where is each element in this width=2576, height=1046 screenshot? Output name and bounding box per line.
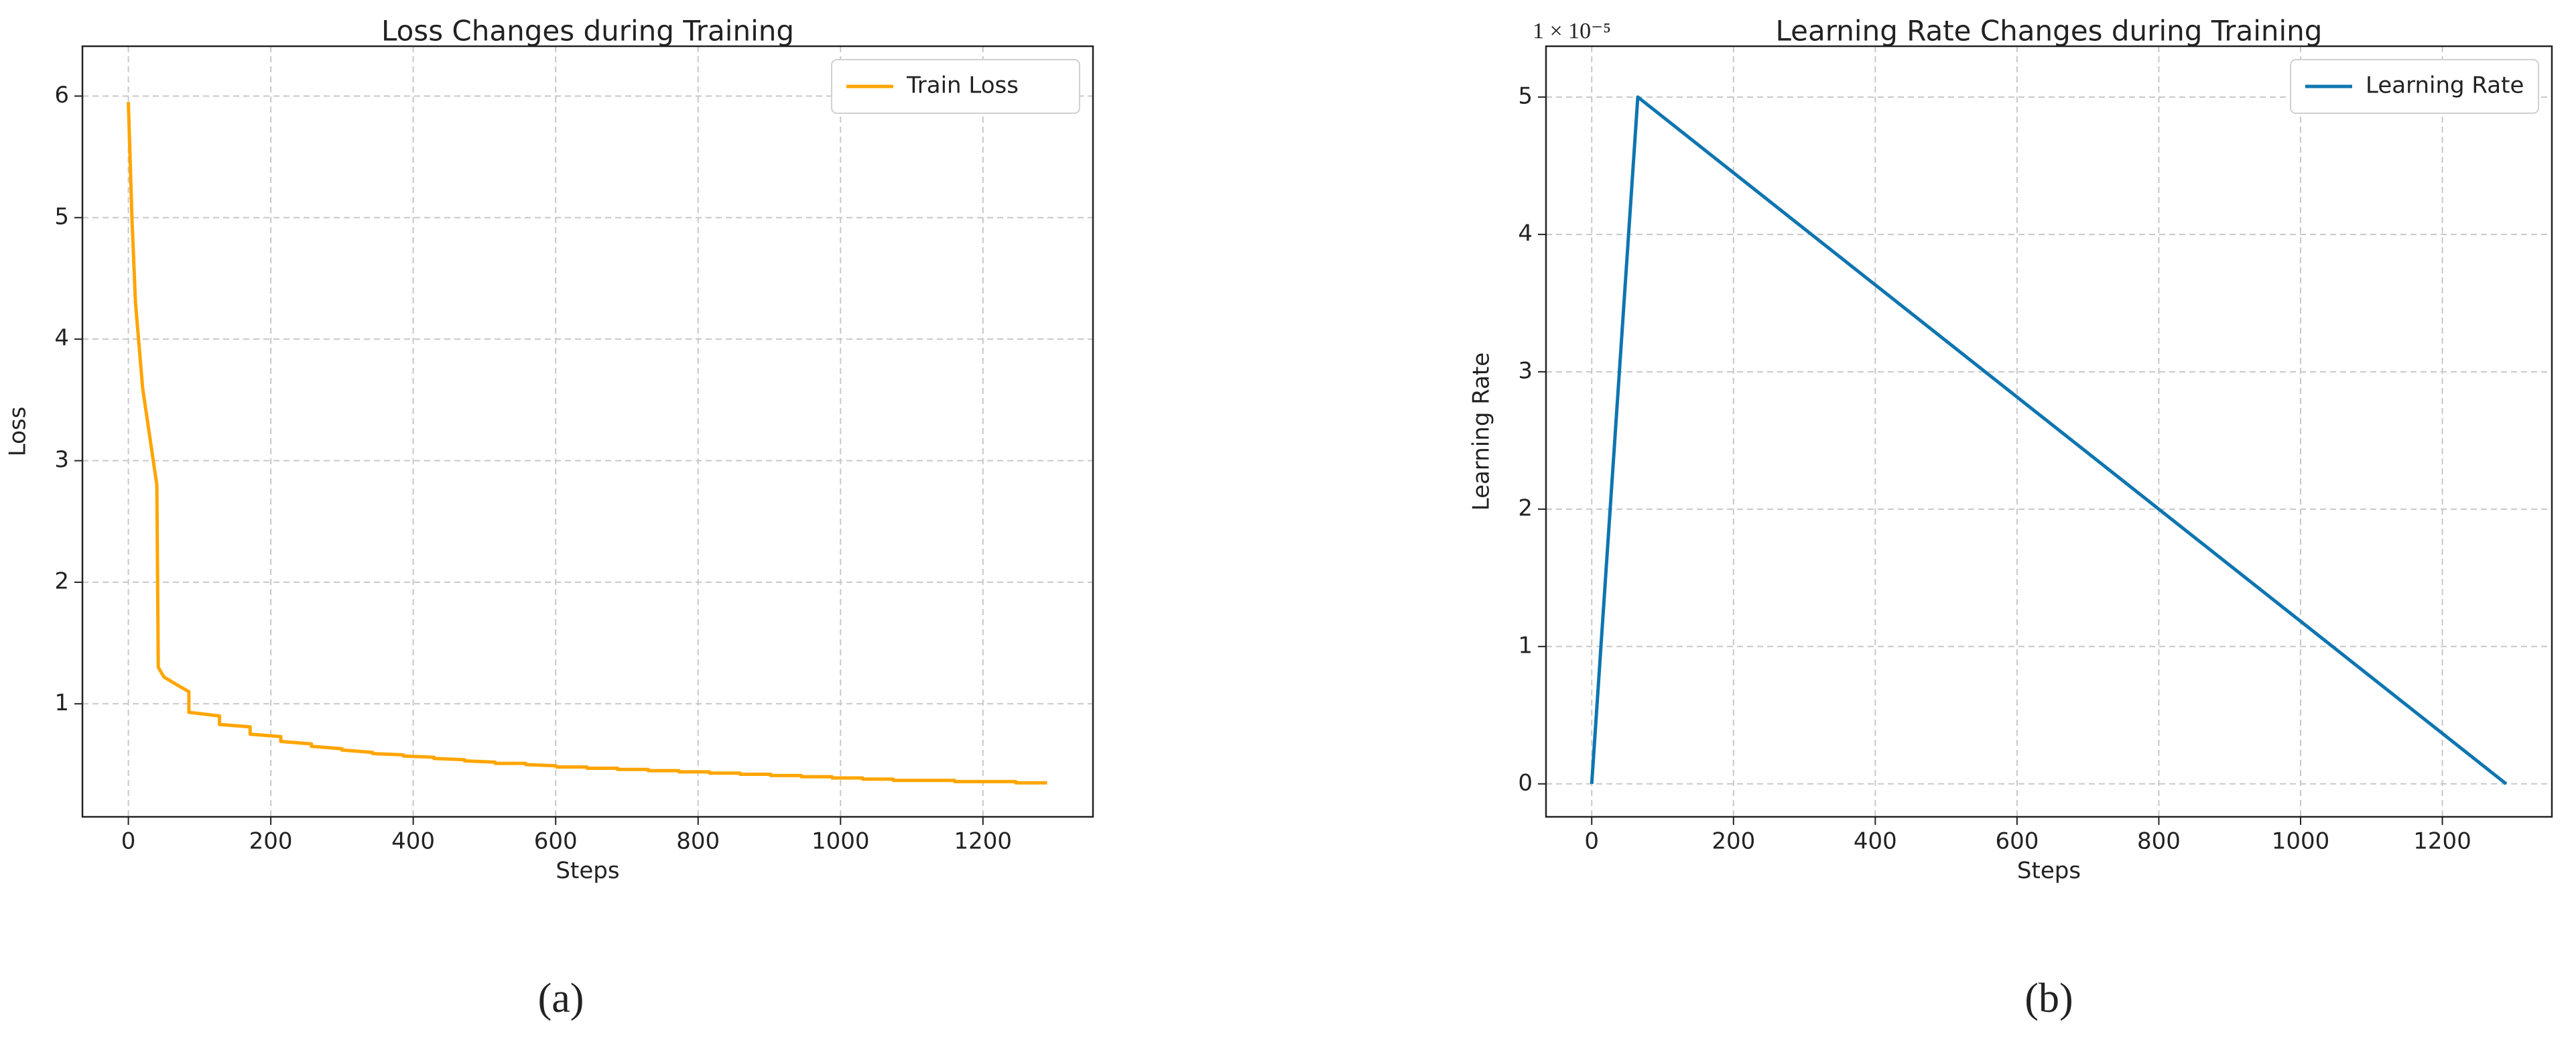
y-offset-label: 1 × 10⁻⁵ [1533, 19, 1611, 44]
x-tick-label: 0 [121, 828, 136, 855]
data-line [127, 102, 1047, 785]
y-tick-label: 3 [1518, 357, 1533, 384]
chart: Loss Changes during Training 0 200 400 600 80… [5, 15, 1094, 1021]
y-axis-label: Learning Rate [1468, 352, 1495, 511]
x-tick-label: 400 [1854, 828, 1897, 855]
y-tick-label: 5 [54, 203, 69, 230]
y-tick-label: 6 [54, 82, 69, 109]
x-tick-label: 1000 [812, 828, 870, 855]
y-tick-label: 2 [54, 568, 69, 594]
y-tick-label: 1 [1518, 632, 1533, 659]
y-tick-label: 4 [1518, 220, 1533, 247]
y-tick-label: 3 [54, 446, 69, 473]
caption: (b) [2024, 976, 2073, 1021]
chart-title: Loss Changes during Training [381, 15, 794, 48]
x-tick-label: 0 [1584, 828, 1599, 855]
legend-label: Train Loss [906, 72, 1019, 99]
x-tick-label: 400 [391, 828, 435, 855]
x-axis-label: Steps [556, 858, 619, 885]
x-tick-label: 1200 [2413, 828, 2471, 855]
y-tick-label: 1 [54, 690, 69, 716]
x-tick-label: 200 [1712, 828, 1755, 855]
plot-frame [1545, 45, 2553, 818]
y-tick-label: 5 [1518, 82, 1533, 109]
x-tick-label: 1000 [2272, 828, 2330, 855]
legend-box [2290, 59, 2539, 114]
plot-frame [81, 45, 1094, 818]
y-axis-label: Loss [5, 407, 31, 457]
x-tick-label: 800 [676, 828, 720, 855]
caption: (a) [538, 976, 584, 1021]
x-tick-label: 1200 [954, 828, 1013, 855]
y-tick-label: 2 [1518, 495, 1533, 521]
legend-label: Learning Rate [2366, 72, 2524, 99]
y-tick-label: 4 [54, 325, 69, 352]
legend-box [831, 59, 1080, 114]
x-axis-label: Steps [2017, 858, 2081, 885]
x-tick-label: 200 [249, 828, 293, 855]
chart-title: Learning Rate Changes during Training [1776, 15, 2323, 48]
x-tick-label: 600 [1995, 828, 2039, 855]
x-tick-label: 600 [534, 828, 578, 855]
y-tick-label: 0 [1518, 769, 1533, 796]
x-tick-label: 800 [2137, 828, 2181, 855]
data-line [1590, 95, 2508, 785]
